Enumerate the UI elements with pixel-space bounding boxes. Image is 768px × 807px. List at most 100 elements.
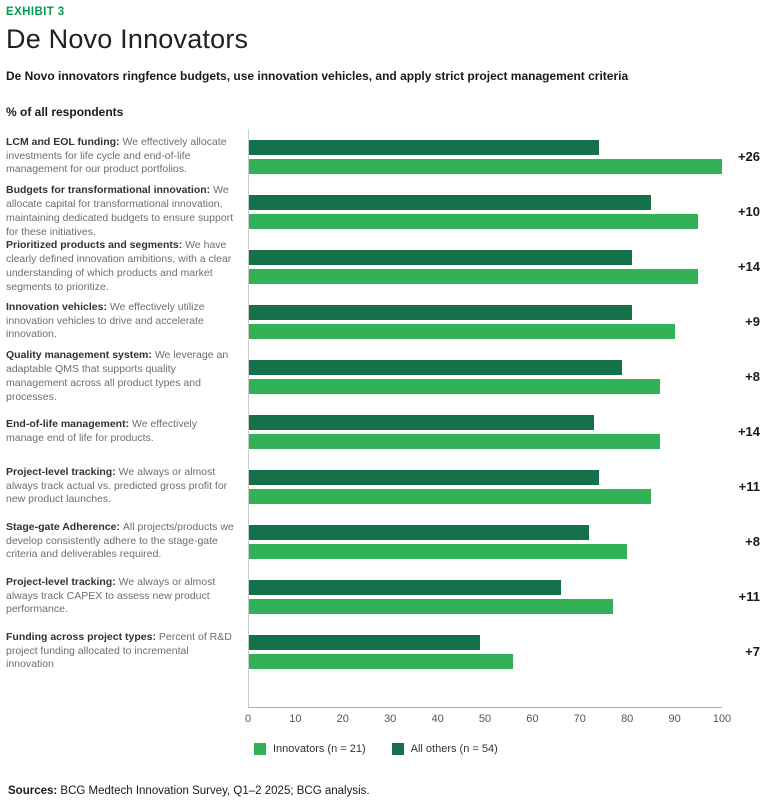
- x-axis-ticks: 0 10 20 30 40 50 60 70 80 90 100: [244, 707, 731, 727]
- chart-row: Innovation vehicles: We effectively util…: [6, 294, 762, 349]
- row-label-bold: End-of-life management:: [6, 417, 133, 430]
- row-plot: [248, 624, 722, 679]
- bar-innovators: [248, 268, 699, 284]
- bar-innovators: [248, 323, 675, 339]
- y-axis-line: [248, 129, 249, 707]
- row-label-text: Percent of R&D project funding allocated…: [6, 630, 232, 671]
- legend-swatch-icon: [254, 743, 266, 755]
- x-tick-label: 60: [526, 713, 539, 725]
- row-label: Project-level tracking: We always or alm…: [6, 576, 248, 618]
- legend-label: Innovators (n = 21): [273, 743, 366, 755]
- legend: Innovators (n = 21) All others (n = 54): [248, 743, 762, 755]
- subtitle: De Novo innovators ringfence budgets, us…: [6, 69, 629, 83]
- legend-swatch-icon: [391, 743, 404, 755]
- x-tick-label: 90: [668, 713, 681, 725]
- row-plot: [248, 404, 722, 459]
- delta-label: +14: [737, 259, 760, 275]
- bar-innovators: [248, 213, 699, 229]
- bar-all-others: [248, 469, 599, 485]
- chart-row: Project-level tracking: We always or alm…: [6, 459, 762, 514]
- bar-all-others: [248, 634, 481, 650]
- bar-all-others: [248, 524, 590, 540]
- row-plot: [248, 459, 722, 514]
- row-label-bold: Project-level tracking:: [6, 575, 119, 588]
- row-label-bold: Funding across project types:: [6, 630, 159, 643]
- bar-all-others: [248, 194, 651, 210]
- row-label: LCM and EOL funding: We effectively allo…: [6, 136, 248, 178]
- chart-row: Project-level tracking: We always or alm…: [6, 569, 762, 624]
- bar-innovators: [248, 158, 722, 174]
- bar-innovators: [248, 488, 651, 504]
- row-plot: [248, 569, 722, 624]
- row-label-bold: Quality management system:: [6, 349, 155, 361]
- x-tick-label: 10: [289, 713, 302, 725]
- bar-all-others: [248, 249, 632, 265]
- bar-all-others: [248, 304, 632, 320]
- delta-label: +14: [737, 424, 760, 439]
- row-label-bold: Budgets for transformational innovation:: [6, 184, 214, 196]
- row-label-text: We effectively manage end of life for pr…: [6, 417, 197, 444]
- x-tick-label: 20: [336, 713, 349, 725]
- chart-row: Prioritized products and segments: We ha…: [6, 239, 762, 294]
- row-label-bold: Stage-gate Adherence:: [6, 520, 123, 533]
- axis-spacer-left: [6, 707, 248, 727]
- x-tick-label: 30: [384, 713, 397, 725]
- delta-label: +9: [745, 314, 760, 329]
- row-plot: [248, 184, 722, 239]
- legend-item: Innovators (n = 21): [254, 743, 366, 755]
- header: EXHIBIT 3 De Novo Innovators De Novo inn…: [6, 6, 762, 83]
- delta-label: +11: [738, 479, 760, 494]
- sources-text: BCG Medtech Innovation Survey, Q1–2 2025…: [57, 785, 370, 797]
- bar-innovators: [248, 543, 628, 559]
- row-label: End-of-life management: We effectively m…: [6, 418, 248, 446]
- row-plot: [248, 514, 722, 569]
- bar-all-others: [248, 359, 623, 375]
- chart-row: Quality management system: We leverage a…: [6, 349, 762, 404]
- row-label: Quality management system: We leverage a…: [6, 349, 248, 404]
- delta-label: +8: [745, 534, 760, 549]
- chart-row: Stage-gate Adherence: All projects/produ…: [6, 514, 762, 569]
- row-label-bold: Innovation vehicles:: [6, 300, 110, 313]
- bar-all-others: [248, 414, 595, 430]
- row-plot: [248, 129, 722, 184]
- x-tick-label: 0: [244, 713, 252, 725]
- delta-label: +10: [737, 204, 760, 220]
- row-label-bold: Prioritized products and segments:: [6, 239, 186, 251]
- row-label: Project-level tracking: We always or alm…: [6, 466, 248, 508]
- exhibit-label: EXHIBIT 3: [6, 6, 65, 18]
- row-label: Prioritized products and segments: We ha…: [6, 239, 248, 294]
- chart-rows: LCM and EOL funding: We effectively allo…: [6, 129, 762, 707]
- row-label-text: We allocate capital for transformational…: [6, 184, 234, 238]
- bar-all-others: [248, 139, 599, 155]
- row-label-text: We effectively allocate investments for …: [6, 135, 227, 176]
- bar-chart: LCM and EOL funding: We effectively allo…: [6, 129, 762, 727]
- x-tick-label: 50: [478, 713, 492, 725]
- row-plot: [248, 239, 722, 294]
- axis-title: % of all respondents: [6, 105, 124, 119]
- chart-row: Funding across project types: Percent of…: [6, 624, 762, 679]
- legend-label: All others (n = 54): [410, 743, 498, 755]
- bar-innovators: [248, 598, 613, 614]
- bar-innovators: [248, 378, 661, 394]
- chart-row: End-of-life management: We effectively m…: [6, 404, 762, 459]
- x-tick-label: 100: [712, 713, 732, 725]
- delta-label: +26: [737, 149, 760, 164]
- row-plot: [248, 294, 722, 349]
- row-label-bold: LCM and EOL funding:: [6, 135, 123, 148]
- x-axis: 0 10 20 30 40 50 60 70 80 90 100: [6, 707, 762, 727]
- sources-label: Sources:: [8, 785, 58, 797]
- row-label: Funding across project types: Percent of…: [6, 631, 248, 673]
- row-label: Stage-gate Adherence: All projects/produ…: [6, 521, 248, 563]
- row-label-text: We have clearly defined innovation ambit…: [6, 239, 232, 293]
- row-label-text: All projects/products we develop consist…: [6, 520, 234, 561]
- sources-footer: Sources: BCG Medtech Innovation Survey, …: [6, 785, 762, 797]
- row-label-text: We leverage an adaptable QMS that suppor…: [6, 349, 229, 403]
- x-tick-label: 80: [621, 713, 634, 725]
- row-label: Innovation vehicles: We effectively util…: [6, 301, 248, 343]
- bar-innovators: [248, 653, 514, 669]
- row-plot: [248, 349, 722, 404]
- delta-label: +8: [745, 369, 760, 385]
- bar-innovators: [248, 433, 661, 449]
- delta-label: +7: [745, 644, 760, 659]
